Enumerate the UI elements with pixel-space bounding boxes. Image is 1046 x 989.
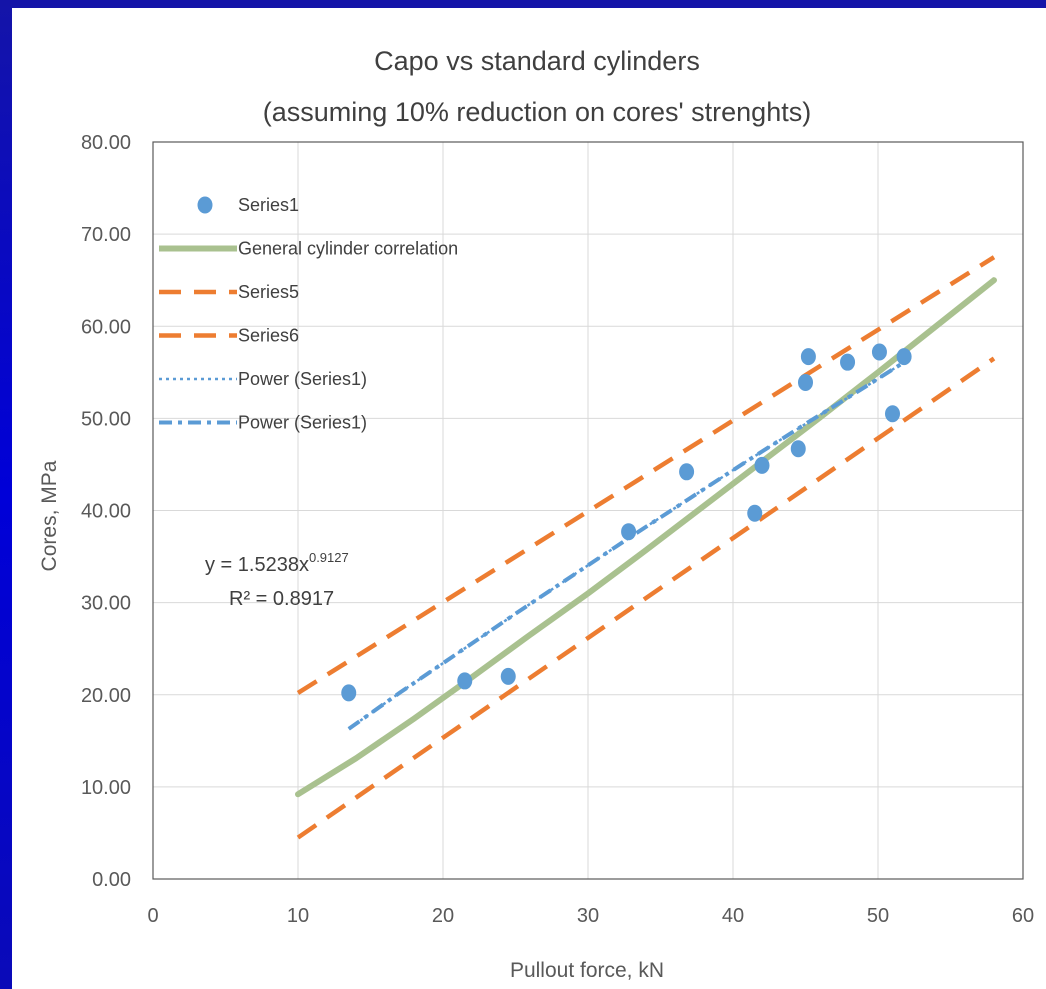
legend-item: Series5 <box>159 282 299 302</box>
series-line-3 <box>296 255 996 695</box>
y-axis-title: Cores, MPa <box>38 460 61 571</box>
y-tick-label: 20.00 <box>81 685 131 707</box>
legend-item: General cylinder correlation <box>159 239 458 259</box>
legend-item: Power (Series1) <box>159 413 367 433</box>
equation-base: y = 1.5238x <box>205 554 309 576</box>
series-line-6 <box>347 360 906 731</box>
legend-item: Series1 <box>197 195 299 215</box>
x-tick-label: 0 <box>147 905 158 927</box>
equation-line-1: y = 1.5238x0.9127 <box>205 550 349 576</box>
data-point <box>621 523 637 541</box>
trendline-equation: y = 1.5238x0.9127 R² = 0.8917 <box>205 550 349 610</box>
series-line-4 <box>296 356 996 840</box>
y-tick-label: 70.00 <box>81 224 131 246</box>
legend: Series1 General cylinder correlation Serie… <box>159 195 458 433</box>
data-point <box>341 684 357 702</box>
data-point <box>840 353 856 371</box>
data-point <box>747 504 763 522</box>
x-tick-label: 10 <box>287 905 309 927</box>
legend-item: Series6 <box>159 326 299 346</box>
y-tick-labels: 0.00 10.00 20.00 30.00 40.00 50.00 60.00 70.00 8… <box>81 132 131 891</box>
legend-label: Power (Series1) <box>238 413 367 433</box>
legend-label: Power (Series1) <box>238 369 367 389</box>
legend-item: Power (Series1) <box>159 369 367 389</box>
data-point <box>500 667 516 685</box>
data-point <box>754 456 770 474</box>
chart-title-line-1: Capo vs standard cylinders <box>374 46 700 76</box>
data-point <box>457 672 473 690</box>
x-tick-label: 40 <box>722 905 744 927</box>
data-point <box>871 343 887 361</box>
chart-title-line-2: (assuming 10% reduction on cores' streng… <box>263 97 811 127</box>
y-tick-label: 60.00 <box>81 316 131 338</box>
data-point <box>896 348 912 366</box>
chart-area: 0 10 20 30 40 50 60 0.00 10.00 20.00 30.00 40.00 50… <box>12 8 1046 989</box>
equation-line-2: R² = 0.8917 <box>229 588 334 610</box>
series-layer <box>295 255 997 840</box>
marker-layer <box>341 343 912 702</box>
legend-label: Series6 <box>238 326 299 346</box>
chart: 0 10 20 30 40 50 60 0.00 10.00 20.00 30.00 40.00 50… <box>38 46 1034 982</box>
legend-label: Series5 <box>238 282 299 302</box>
y-tick-label: 40.00 <box>81 501 131 523</box>
x-tick-labels: 0 10 20 30 40 50 60 <box>147 905 1034 927</box>
legend-label: Series1 <box>238 195 299 215</box>
equation-exponent: 0.9127 <box>309 550 349 565</box>
data-point <box>800 348 816 366</box>
y-tick-label: 0.00 <box>92 869 131 891</box>
legend-marker <box>197 196 213 214</box>
x-tick-label: 20 <box>432 905 454 927</box>
data-point <box>885 405 900 423</box>
y-tick-label: 80.00 <box>81 132 131 154</box>
data-point <box>679 463 695 481</box>
plot-area-border <box>152 141 1024 880</box>
gridlines <box>153 142 1023 879</box>
data-point <box>790 440 806 458</box>
y-tick-label: 30.00 <box>81 593 131 615</box>
legend-label: General cylinder correlation <box>238 239 458 259</box>
x-tick-label: 30 <box>577 905 599 927</box>
x-axis-title: Pullout force, kN <box>510 959 664 982</box>
x-tick-label: 60 <box>1012 905 1034 927</box>
data-point <box>798 373 813 391</box>
series-line-2 <box>295 277 997 798</box>
x-tick-label: 50 <box>867 905 889 927</box>
y-tick-label: 50.00 <box>81 408 131 430</box>
y-tick-label: 10.00 <box>81 777 131 799</box>
